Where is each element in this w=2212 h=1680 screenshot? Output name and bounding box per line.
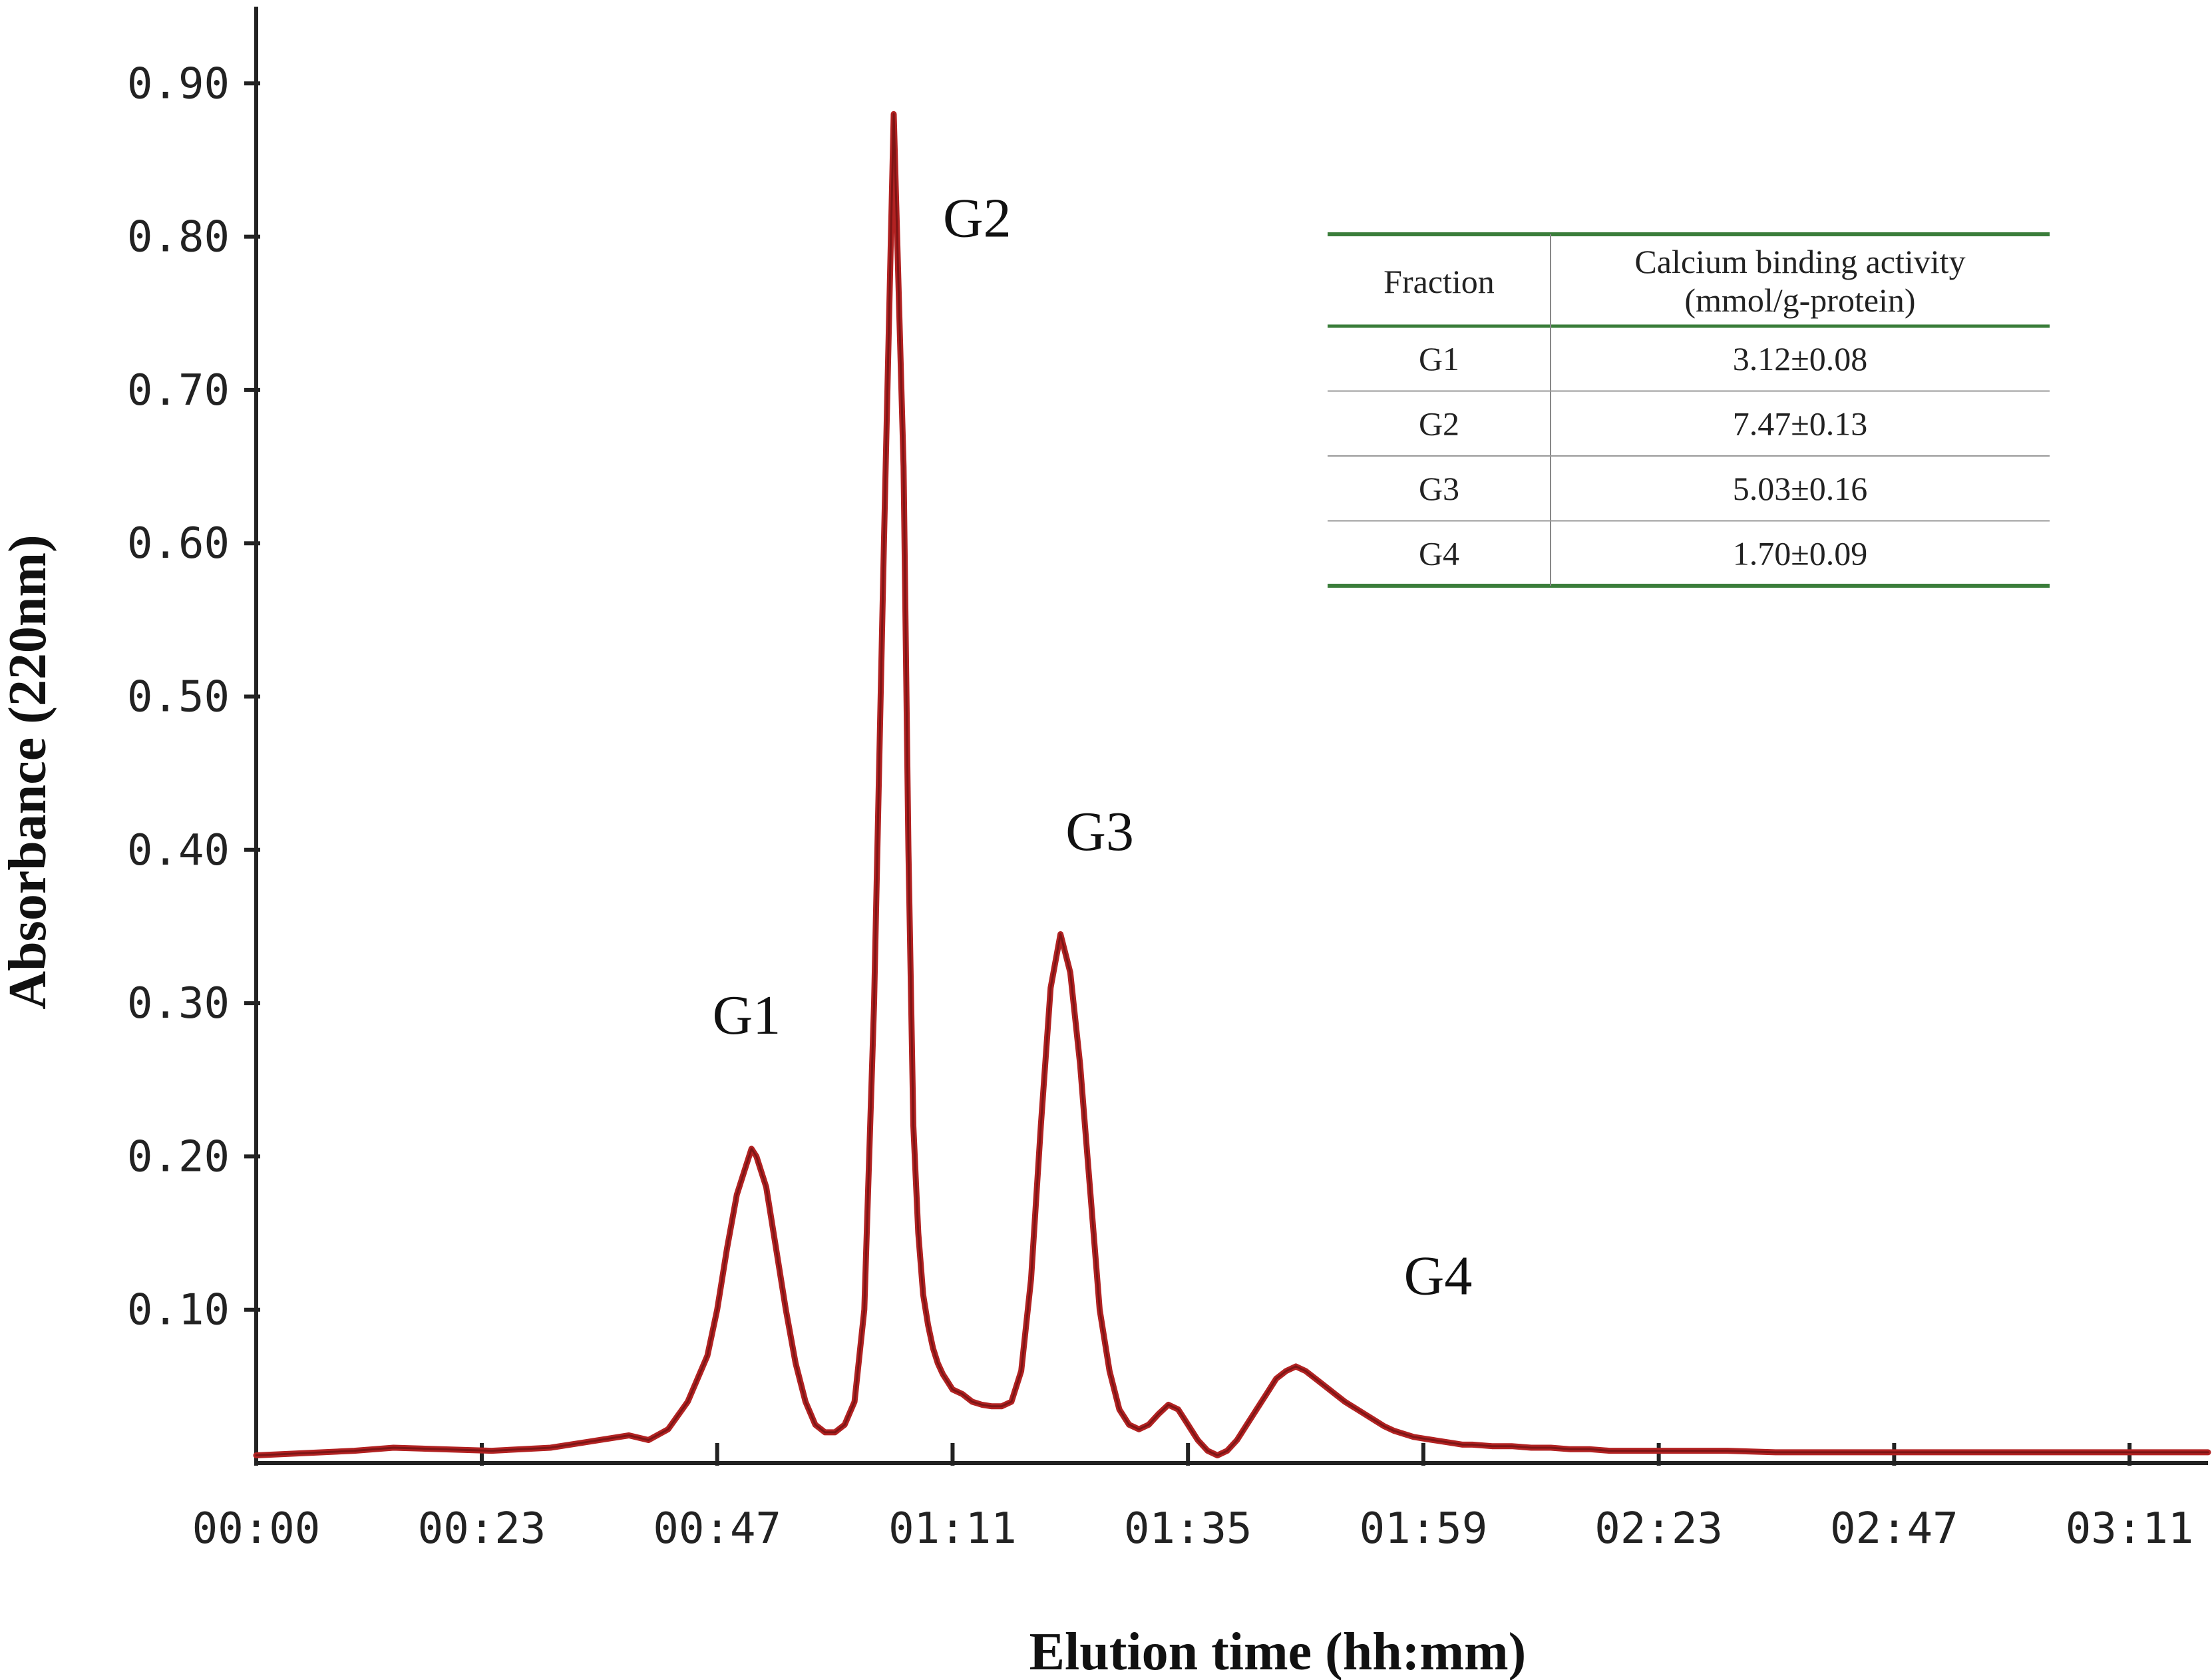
y-axis-title: Absorbance (220nm) <box>0 534 57 1009</box>
inset-table: Fraction Calcium binding activity(mmol/g-… <box>1328 232 2050 588</box>
table-cell-activity: 3.12±0.08 <box>1733 340 1867 377</box>
x-tick-label: 01:59 <box>1360 1504 1488 1554</box>
table-header-unit: (mmol/g-protein) <box>1684 282 1915 319</box>
y-tick-label: 0.40 <box>127 826 230 875</box>
peak-label-g2: G2 <box>943 188 1012 250</box>
x-tick-label: 03:11 <box>2066 1504 2194 1554</box>
x-tick-label: 00:47 <box>653 1504 781 1554</box>
table-cell-activity: 7.47±0.13 <box>1733 405 1867 442</box>
y-tick-label: 0.20 <box>127 1132 230 1181</box>
table-header-activity: Calcium binding activity <box>1634 243 1965 280</box>
x-tick-label: 02:47 <box>1830 1504 1958 1554</box>
table-cell-fraction: G3 <box>1419 470 1459 507</box>
table-cell-activity: 1.70±0.09 <box>1733 534 1867 572</box>
table-header-fraction: Fraction <box>1383 263 1495 300</box>
y-tick-label: 0.30 <box>127 979 230 1028</box>
y-tick-label: 0.80 <box>127 213 230 262</box>
absorbance-series-line-core <box>255 112 2209 1456</box>
y-tick-label: 0.90 <box>127 59 230 108</box>
x-axis-title: Elution time (hh:mm) <box>1029 1623 1527 1680</box>
x-tick-label: 00:00 <box>192 1504 321 1554</box>
peak-label-g3: G3 <box>1065 801 1134 863</box>
table-cell-fraction: G1 <box>1419 340 1459 377</box>
y-tick-label: 0.70 <box>127 366 230 415</box>
table-cell-activity: 5.03±0.16 <box>1733 470 1867 507</box>
peak-label-g4: G4 <box>1404 1245 1473 1307</box>
y-tick-label: 0.10 <box>127 1286 230 1335</box>
x-tick-label: 01:35 <box>1124 1504 1252 1554</box>
table-cell-fraction: G2 <box>1419 405 1459 442</box>
y-tick-label: 0.60 <box>127 519 230 568</box>
y-tick-label: 0.50 <box>127 673 230 722</box>
x-tick-label: 00:23 <box>418 1504 546 1554</box>
x-tick-label: 01:11 <box>888 1504 1017 1554</box>
peak-label-g1: G1 <box>713 984 781 1046</box>
table-cell-fraction: G4 <box>1419 534 1459 572</box>
x-tick-label: 02:23 <box>1594 1504 1723 1554</box>
